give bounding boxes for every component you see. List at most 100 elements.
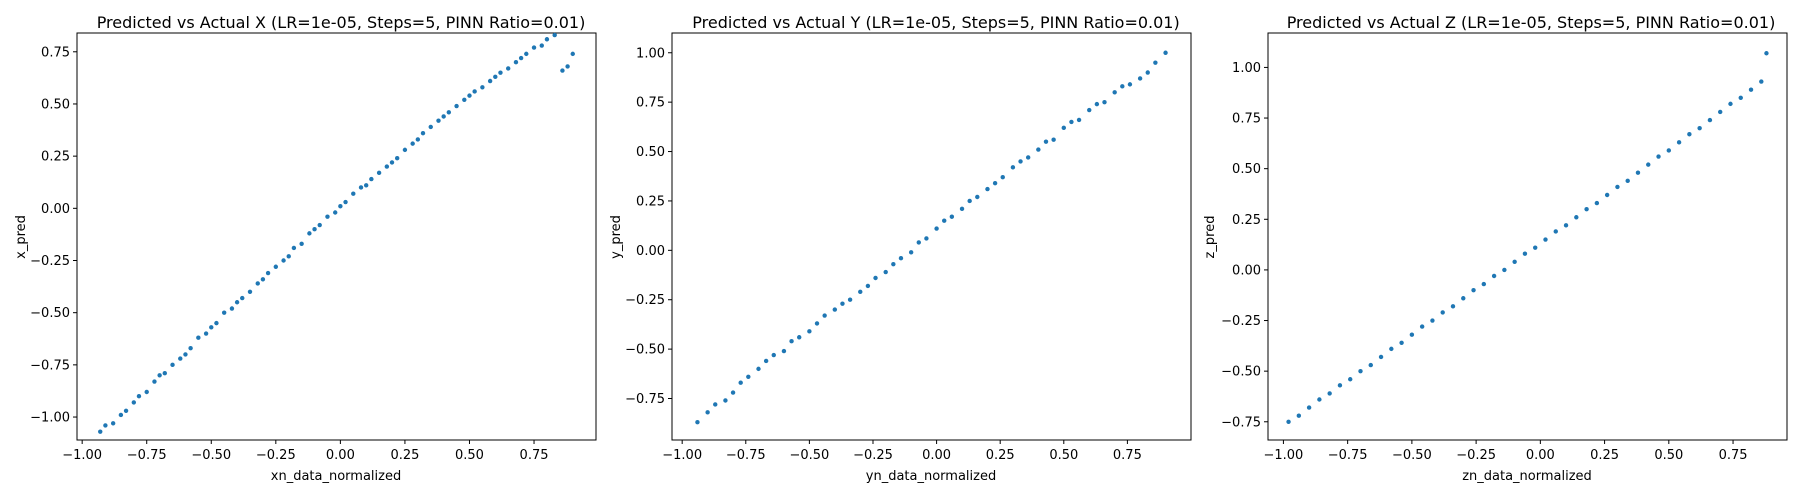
data-point bbox=[975, 194, 980, 200]
y-tick-label: 0.75 bbox=[636, 96, 665, 111]
data-point bbox=[924, 236, 929, 241]
data-point bbox=[1025, 155, 1031, 160]
x-tick-label: −0.50 bbox=[191, 448, 231, 463]
data-point bbox=[1584, 206, 1589, 212]
y-tick-label: −0.50 bbox=[625, 343, 665, 358]
data-point bbox=[781, 348, 787, 354]
y-tick-label: 0.25 bbox=[1232, 213, 1261, 228]
x-tick-label: 0.00 bbox=[326, 448, 355, 463]
data-point bbox=[358, 185, 364, 190]
data-point bbox=[351, 191, 356, 196]
x-tick-label: −0.25 bbox=[1456, 448, 1496, 463]
data-point bbox=[420, 130, 426, 136]
data-point bbox=[797, 335, 802, 340]
data-point bbox=[1051, 137, 1056, 142]
data-point bbox=[1728, 101, 1733, 107]
data-point bbox=[1145, 70, 1150, 75]
data-point bbox=[1010, 165, 1016, 170]
data-point bbox=[1061, 125, 1066, 131]
plot-area-y bbox=[671, 32, 1192, 441]
data-point bbox=[170, 362, 175, 368]
data-point bbox=[1358, 368, 1363, 374]
data-point bbox=[384, 164, 390, 169]
data-point bbox=[98, 429, 103, 434]
data-point bbox=[1348, 377, 1353, 382]
y-tick-label: 0.50 bbox=[41, 97, 70, 112]
data-point bbox=[1430, 318, 1435, 323]
x-tick-label: 0.75 bbox=[1113, 448, 1142, 463]
x-tick-label: −0.25 bbox=[853, 448, 893, 463]
plot-area-z bbox=[1267, 32, 1788, 441]
data-point bbox=[1102, 99, 1107, 105]
data-point bbox=[178, 356, 183, 361]
data-point bbox=[389, 160, 395, 165]
data-point bbox=[1120, 84, 1125, 89]
data-point bbox=[1522, 251, 1528, 256]
data-point bbox=[807, 329, 812, 334]
data-point bbox=[162, 371, 167, 376]
data-point bbox=[118, 412, 124, 418]
x-tick-label: 0.50 bbox=[1654, 448, 1683, 463]
data-point bbox=[847, 297, 853, 302]
data-point bbox=[570, 51, 575, 57]
data-point bbox=[343, 199, 348, 205]
data-point bbox=[203, 331, 209, 336]
data-point bbox=[183, 352, 188, 357]
data-point bbox=[152, 379, 157, 384]
y-tick-label: −0.75 bbox=[625, 392, 665, 407]
data-point bbox=[544, 37, 550, 42]
data-point bbox=[789, 339, 794, 344]
data-point bbox=[255, 281, 260, 286]
data-point bbox=[1676, 140, 1682, 145]
data-point bbox=[1368, 362, 1373, 368]
y-tick-label: −0.50 bbox=[1221, 365, 1261, 380]
data-point bbox=[103, 423, 108, 428]
data-point bbox=[908, 250, 914, 255]
data-point bbox=[1461, 296, 1466, 301]
data-point bbox=[873, 275, 878, 281]
x-tick-label: −0.25 bbox=[256, 448, 296, 463]
y-tick-label: 0.50 bbox=[1232, 162, 1261, 177]
data-point bbox=[1127, 82, 1133, 87]
data-point bbox=[1563, 223, 1569, 228]
x-tick-label: 0.25 bbox=[1590, 448, 1619, 463]
data-point bbox=[1409, 332, 1415, 337]
x-axis-label-y: yn_data_normalized bbox=[866, 469, 996, 484]
data-point bbox=[1286, 419, 1291, 424]
data-point bbox=[967, 198, 972, 204]
data-point bbox=[1481, 281, 1487, 287]
data-point bbox=[110, 421, 116, 426]
data-point bbox=[369, 176, 374, 182]
data-point bbox=[840, 301, 845, 306]
data-point bbox=[1543, 237, 1548, 242]
data-point bbox=[822, 313, 827, 318]
x-axis-label-x: xn_data_normalized bbox=[271, 469, 401, 484]
data-point bbox=[942, 218, 947, 223]
data-point bbox=[552, 32, 557, 38]
data-point bbox=[1635, 170, 1641, 175]
x-tick-label: −1.00 bbox=[1263, 448, 1303, 463]
data-point bbox=[1153, 60, 1158, 65]
data-point bbox=[1306, 405, 1312, 410]
chart-title-z: Predicted vs Actual Z (LR=1e-05, Steps=5… bbox=[1287, 13, 1776, 32]
data-point bbox=[1502, 267, 1507, 273]
x-tick-label: 0.00 bbox=[1526, 448, 1555, 463]
data-point bbox=[472, 89, 477, 94]
data-point bbox=[1533, 245, 1538, 250]
data-point bbox=[1748, 87, 1754, 92]
data-point bbox=[746, 374, 751, 379]
y-axis-label-z: z_pred bbox=[1203, 216, 1218, 259]
data-point bbox=[325, 214, 330, 219]
data-point bbox=[281, 258, 286, 263]
y-tick-label: 1.00 bbox=[636, 46, 665, 61]
data-point bbox=[1759, 79, 1764, 84]
data-point bbox=[1707, 117, 1713, 123]
data-point bbox=[273, 264, 279, 269]
data-point bbox=[240, 295, 245, 301]
data-point bbox=[713, 402, 718, 407]
y-tick-label: 0.00 bbox=[41, 202, 70, 217]
data-point bbox=[467, 93, 472, 98]
y-tick-label: −0.25 bbox=[1221, 314, 1261, 329]
data-point bbox=[763, 358, 769, 364]
y-ticks-z: −0.75 −0.50 −0.25 0.00 0.25 0.50 0.75 1.00 bbox=[1221, 61, 1268, 430]
